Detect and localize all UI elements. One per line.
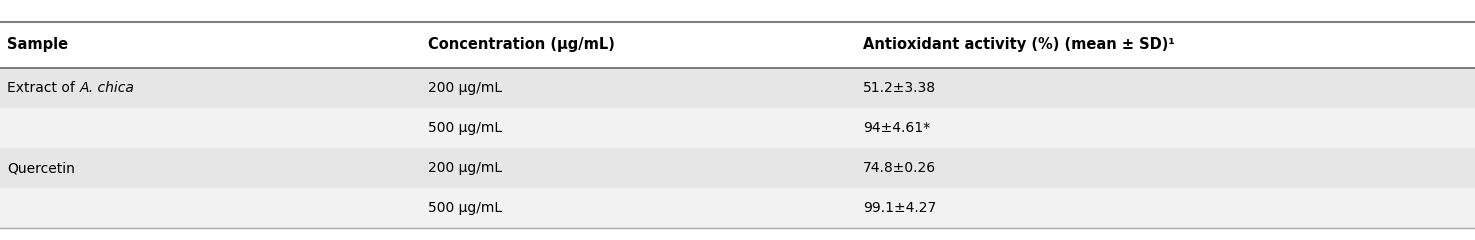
Text: 500 μg/mL: 500 μg/mL xyxy=(428,121,502,135)
Bar xyxy=(0,108,1475,148)
Text: Antioxidant activity (%) (mean ± SD)¹: Antioxidant activity (%) (mean ± SD)¹ xyxy=(863,37,1174,53)
Text: Sample: Sample xyxy=(7,37,68,53)
Text: 51.2±3.38: 51.2±3.38 xyxy=(863,81,937,95)
Bar xyxy=(0,148,1475,188)
Bar xyxy=(0,188,1475,228)
Text: 200 μg/mL: 200 μg/mL xyxy=(428,161,502,175)
Text: 500 μg/mL: 500 μg/mL xyxy=(428,201,502,215)
Text: 74.8±0.26: 74.8±0.26 xyxy=(863,161,937,175)
Bar xyxy=(0,68,1475,108)
Text: Concentration (μg/mL): Concentration (μg/mL) xyxy=(428,37,615,53)
Text: 94±4.61*: 94±4.61* xyxy=(863,121,931,135)
Text: A. chica: A. chica xyxy=(80,81,134,95)
Text: Extract of: Extract of xyxy=(7,81,80,95)
Text: 200 μg/mL: 200 μg/mL xyxy=(428,81,502,95)
Text: 99.1±4.27: 99.1±4.27 xyxy=(863,201,937,215)
Text: Quercetin: Quercetin xyxy=(7,161,75,175)
